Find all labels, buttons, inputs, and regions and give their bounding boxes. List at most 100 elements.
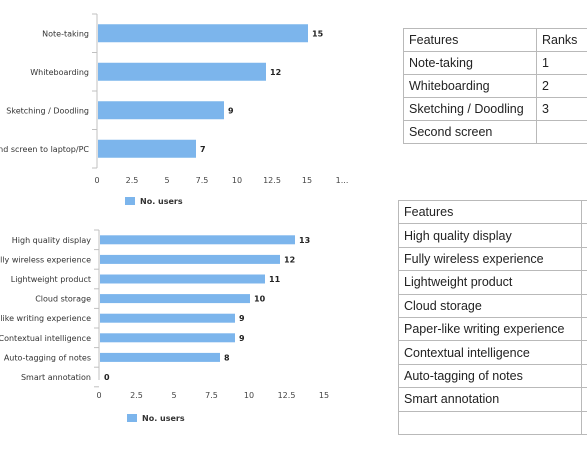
category-label: Lightweight product <box>11 275 91 284</box>
table-cell: 1 <box>536 51 587 75</box>
table-cell: Contextual intelligence <box>398 340 582 365</box>
category-label: Smart annotation <box>21 373 91 382</box>
bar <box>100 352 220 362</box>
legend-label[interactable]: No. users <box>140 197 183 206</box>
category-label: Auto-tagging of notes <box>4 353 91 362</box>
table-row: Note-taking 1 <box>403 51 587 75</box>
x-tick-label: 12.5 <box>278 391 296 400</box>
legend-swatch[interactable] <box>125 197 135 205</box>
category-label: Contextual intelligence <box>0 334 91 343</box>
table-header-cell: Features <box>403 28 537 52</box>
table-cell <box>581 246 587 272</box>
data-label: 10 <box>254 295 266 304</box>
legend-label[interactable]: No. users <box>142 414 185 423</box>
table-cell: Lightweight product <box>398 270 582 295</box>
table-cell: Note-taking <box>403 51 537 75</box>
table-cell <box>581 293 587 318</box>
table-row: Lightweight product <box>398 270 587 295</box>
bar <box>100 313 235 323</box>
table-header-row: Features <box>398 199 587 225</box>
category-label: Note-taking <box>42 29 89 38</box>
bar <box>100 294 250 304</box>
table-cell: Cloud storage <box>398 293 582 318</box>
data-label: 7 <box>200 145 206 154</box>
table-header-cell: Ranks <box>536 28 587 52</box>
bar <box>100 333 235 343</box>
x-tick-label: 15 <box>302 176 312 185</box>
data-label: 13 <box>299 236 310 245</box>
category-label: Cloud storage <box>35 295 91 304</box>
data-label: 15 <box>312 29 324 38</box>
table-cell: Sketching / Doodling <box>403 97 537 121</box>
table-row <box>398 410 587 435</box>
features-rank-table: Features Ranks Note-taking 1 Whiteboarding 2 S… <box>403 28 587 144</box>
table-row: Cloud storage <box>398 293 587 318</box>
table-header-cell: Features <box>398 199 582 225</box>
table-row: Auto-tagging of notes <box>398 363 587 389</box>
bar <box>98 101 224 120</box>
table-cell: Smart annotation <box>398 387 582 412</box>
table-cell <box>398 410 582 435</box>
x-tick-label: 1... <box>336 176 349 185</box>
table-row: High quality display <box>398 223 587 248</box>
category-label: High quality display <box>12 236 92 245</box>
table-row: Smart annotation <box>398 387 587 412</box>
table-row: Second screen <box>403 120 587 144</box>
data-label: 9 <box>239 334 245 343</box>
table-cell: Fully wireless experience <box>398 246 582 272</box>
table-cell: 3 <box>536 97 587 121</box>
table-cell <box>581 270 587 295</box>
bar <box>98 139 196 158</box>
table-cell <box>581 316 587 342</box>
x-tick-label: 7.5 <box>205 391 218 400</box>
x-tick-label: 10 <box>244 391 254 400</box>
table-header-row: Features Ranks <box>403 28 587 52</box>
table-cell <box>581 363 587 389</box>
category-label: Fully wireless experience <box>0 255 91 264</box>
table-row: Fully wireless experience <box>398 246 587 272</box>
data-label: 9 <box>228 106 234 115</box>
x-tick-label: 5 <box>164 176 169 185</box>
legend-swatch[interactable] <box>127 414 137 422</box>
x-tick-label: 7.5 <box>196 176 209 185</box>
bar-chart-features: Note-taking 15 Whiteboarding 12 Sketching / … <box>0 13 349 206</box>
table-row: Contextual intelligence <box>398 340 587 365</box>
data-label: 8 <box>224 353 230 362</box>
table-cell: Paper-like writing experience <box>398 316 582 342</box>
x-tick-label: 15 <box>319 391 329 400</box>
x-tick-label: 12.5 <box>263 176 281 185</box>
data-label: 0 <box>104 373 110 382</box>
x-tick-label: 2.5 <box>130 391 143 400</box>
category-label: Second screen to laptop/PC <box>0 145 89 154</box>
table-cell: Auto-tagging of notes <box>398 363 582 389</box>
x-tick-label: 2.5 <box>126 176 139 185</box>
x-tick-label: 10 <box>232 176 242 185</box>
bar <box>98 24 308 43</box>
qualities-rank-table: Features High quality display Fully wirele… <box>398 199 587 435</box>
bar <box>100 274 265 284</box>
table-cell: Whiteboarding <box>403 74 537 98</box>
table-cell <box>581 340 587 365</box>
table-cell <box>581 387 587 412</box>
table-cell: Second screen <box>403 120 537 144</box>
category-label: Whiteboarding <box>30 68 89 77</box>
x-tick-label: 0 <box>96 391 101 400</box>
category-label: Paper-like writing experience <box>0 314 91 323</box>
x-tick-label: 5 <box>171 391 176 400</box>
table-cell <box>581 410 587 435</box>
bar-chart-qualities: High quality display 13 Fully wireless exp… <box>0 229 329 423</box>
table-cell <box>536 120 587 144</box>
table-cell: High quality display <box>398 223 582 248</box>
bar <box>98 62 266 81</box>
table-cell <box>581 223 587 248</box>
bar <box>100 254 280 264</box>
table-cell: 2 <box>536 74 587 98</box>
data-label: 12 <box>270 68 281 77</box>
table-header-cell <box>581 199 587 225</box>
data-label: 12 <box>284 255 295 264</box>
table-row: Sketching / Doodling 3 <box>403 97 587 121</box>
bar <box>100 235 295 245</box>
data-label: 9 <box>239 314 245 323</box>
category-label: Sketching / Doodling <box>6 106 89 115</box>
table-row: Whiteboarding 2 <box>403 74 587 98</box>
